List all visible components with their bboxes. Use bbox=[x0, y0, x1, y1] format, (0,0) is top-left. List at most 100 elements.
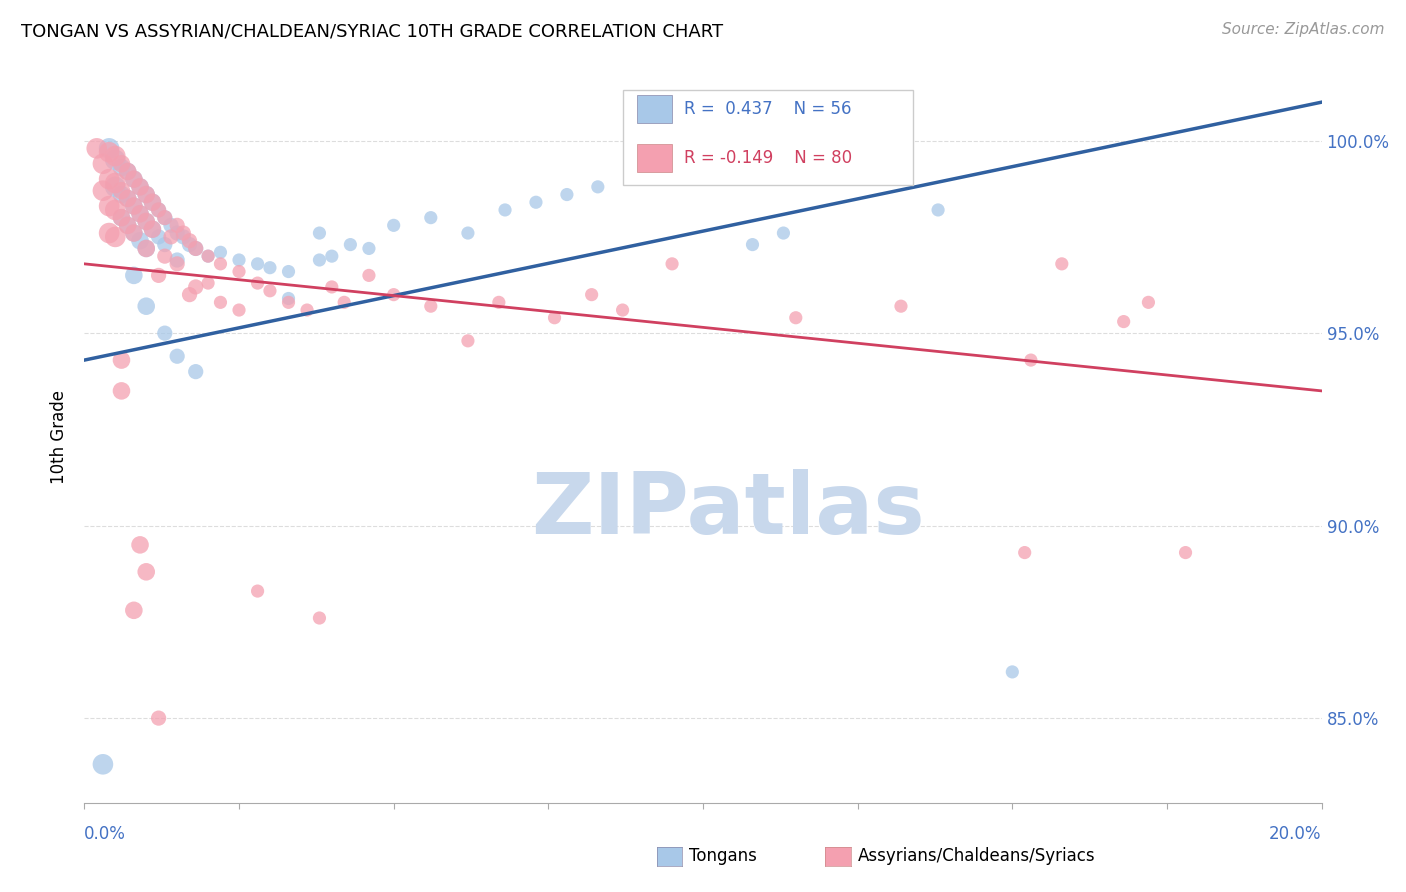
Point bbox=[277, 295, 299, 310]
Point bbox=[153, 237, 176, 252]
Point bbox=[321, 249, 343, 263]
Point bbox=[179, 234, 201, 248]
Point bbox=[661, 257, 683, 271]
Point bbox=[308, 252, 330, 267]
Point bbox=[209, 245, 232, 260]
Point bbox=[179, 237, 201, 252]
Point bbox=[135, 299, 157, 313]
Point bbox=[91, 757, 114, 772]
Point bbox=[612, 303, 634, 318]
Point bbox=[184, 242, 207, 256]
Point bbox=[117, 219, 139, 233]
Point bbox=[246, 584, 269, 599]
Point bbox=[129, 538, 152, 552]
Point bbox=[184, 365, 207, 379]
Point bbox=[122, 268, 145, 283]
Point bbox=[184, 280, 207, 294]
Point bbox=[91, 184, 114, 198]
Text: 0.0%: 0.0% bbox=[84, 825, 127, 843]
Point bbox=[122, 199, 145, 213]
Point bbox=[110, 184, 132, 198]
Point bbox=[166, 252, 188, 267]
Point bbox=[555, 187, 578, 202]
Point bbox=[148, 202, 170, 217]
Point bbox=[1019, 353, 1042, 368]
Point bbox=[148, 268, 170, 283]
Point bbox=[104, 230, 127, 244]
Point bbox=[135, 565, 157, 579]
Point bbox=[141, 222, 163, 236]
Point bbox=[104, 179, 127, 194]
Point bbox=[382, 219, 405, 233]
Text: Tongans: Tongans bbox=[689, 847, 756, 865]
Point bbox=[98, 226, 121, 240]
Text: R =  0.437    N = 56: R = 0.437 N = 56 bbox=[685, 100, 852, 118]
Point bbox=[141, 222, 163, 236]
Point bbox=[153, 249, 176, 263]
Point bbox=[135, 242, 157, 256]
Point bbox=[110, 157, 132, 171]
Point bbox=[228, 264, 250, 278]
Point bbox=[117, 219, 139, 233]
Point bbox=[129, 207, 152, 221]
Point bbox=[166, 219, 188, 233]
Point bbox=[1137, 295, 1160, 310]
Point bbox=[122, 603, 145, 617]
Point bbox=[197, 249, 219, 263]
Point bbox=[148, 202, 170, 217]
Text: TONGAN VS ASSYRIAN/CHALDEAN/SYRIAC 10TH GRADE CORRELATION CHART: TONGAN VS ASSYRIAN/CHALDEAN/SYRIAC 10TH … bbox=[21, 22, 723, 40]
Point bbox=[117, 164, 139, 178]
Point bbox=[135, 214, 157, 228]
Point bbox=[135, 242, 157, 256]
Point bbox=[1014, 545, 1036, 559]
Point bbox=[153, 211, 176, 225]
Point bbox=[228, 303, 250, 318]
Point bbox=[153, 211, 176, 225]
Point bbox=[110, 187, 132, 202]
Bar bbox=[637, 144, 672, 171]
Bar bbox=[623, 89, 914, 185]
Text: 20.0%: 20.0% bbox=[1270, 825, 1322, 843]
Point bbox=[110, 211, 132, 225]
Point bbox=[117, 164, 139, 178]
Point bbox=[98, 172, 121, 186]
Point bbox=[129, 207, 152, 221]
Point bbox=[172, 230, 194, 244]
Point bbox=[228, 252, 250, 267]
Point bbox=[104, 202, 127, 217]
Point bbox=[91, 157, 114, 171]
Point bbox=[488, 295, 510, 310]
Point bbox=[98, 141, 121, 155]
Text: Source: ZipAtlas.com: Source: ZipAtlas.com bbox=[1222, 22, 1385, 37]
Point bbox=[117, 191, 139, 205]
Point bbox=[494, 202, 516, 217]
Point bbox=[1112, 315, 1135, 329]
Point bbox=[209, 295, 232, 310]
Point bbox=[277, 264, 299, 278]
Text: ZIPatlas: ZIPatlas bbox=[531, 468, 925, 552]
Point bbox=[104, 176, 127, 190]
Point bbox=[148, 230, 170, 244]
Point bbox=[160, 230, 183, 244]
Point bbox=[104, 153, 127, 167]
Point bbox=[457, 334, 479, 348]
Point bbox=[135, 187, 157, 202]
Point bbox=[153, 326, 176, 340]
Point bbox=[581, 287, 603, 301]
Point bbox=[110, 211, 132, 225]
Point bbox=[259, 284, 281, 298]
Point bbox=[122, 226, 145, 240]
Point bbox=[419, 211, 441, 225]
Point bbox=[586, 179, 609, 194]
Point bbox=[357, 268, 380, 283]
Point bbox=[624, 172, 647, 186]
Point bbox=[104, 149, 127, 163]
Point bbox=[98, 199, 121, 213]
Point bbox=[277, 292, 299, 306]
Point bbox=[246, 257, 269, 271]
Point bbox=[122, 199, 145, 213]
Point bbox=[772, 226, 794, 240]
Point bbox=[166, 226, 188, 240]
Point bbox=[741, 237, 763, 252]
Point bbox=[524, 195, 547, 210]
